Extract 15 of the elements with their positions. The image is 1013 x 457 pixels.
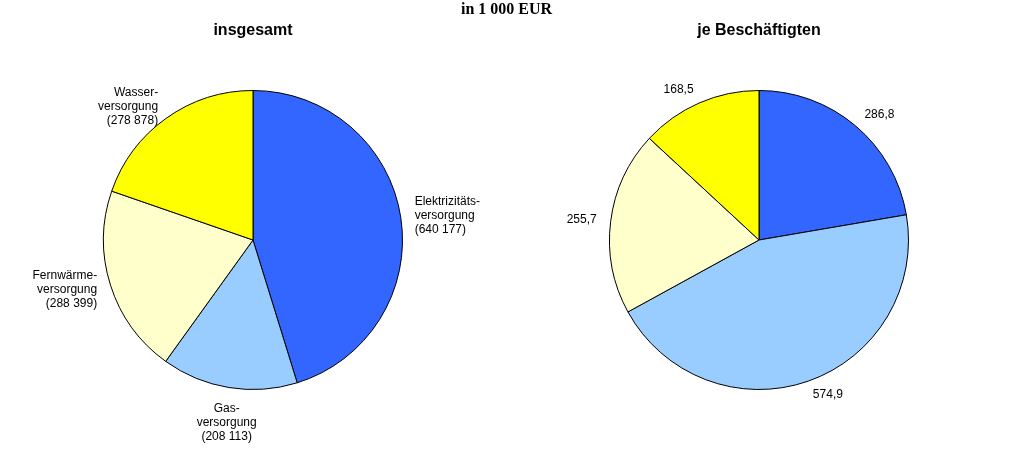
chart-title: insgesamt [212, 20, 294, 40]
slice-label: Wasser- versorgung [98, 85, 159, 114]
data-label: 255,7 [566, 212, 598, 227]
data-label: (640 177) [414, 221, 467, 236]
data-label: (208 113) [201, 428, 252, 443]
data-label: (288 399) [45, 295, 98, 310]
text: in 1 000 EUR [459, 0, 554, 18]
slice-label: Elektrizitäts- versorgung [414, 193, 481, 222]
data-label: 168,5 [663, 82, 694, 97]
data-label: 574,9 [812, 386, 844, 401]
chart-title: je Beschäftigten [696, 20, 822, 40]
data-label: (278 878) [106, 113, 159, 128]
data-label: 286,8 [864, 107, 895, 122]
slice-label: Gas- versorgung [196, 400, 257, 429]
slice-label: Fernwärme- versorgung [32, 267, 98, 296]
